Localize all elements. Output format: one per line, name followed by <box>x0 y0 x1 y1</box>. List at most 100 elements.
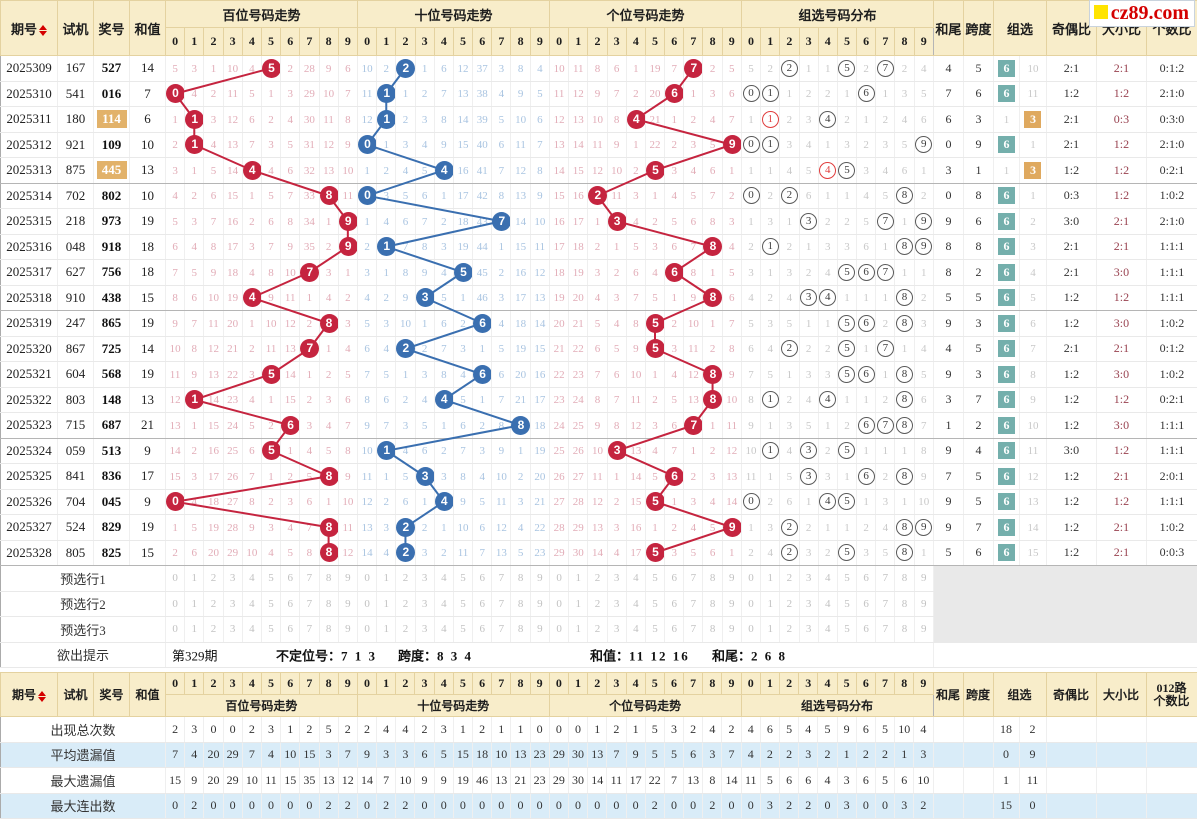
preselect-digit[interactable]: 5 <box>453 617 472 643</box>
preselect-digit[interactable]: 8 <box>703 591 722 617</box>
preselect-digit[interactable]: 9 <box>914 591 933 617</box>
preselect-digit[interactable]: 9 <box>530 591 549 617</box>
preselect-digit[interactable]: 9 <box>914 566 933 592</box>
preselect-digit[interactable]: 4 <box>242 617 261 643</box>
preselect-digit[interactable]: 3 <box>799 591 818 617</box>
preselect-digit[interactable]: 0 <box>741 566 760 592</box>
preselect-digit[interactable]: 5 <box>645 617 664 643</box>
preselect-digit[interactable]: 5 <box>645 591 664 617</box>
preselect-digit[interactable]: 5 <box>453 566 472 592</box>
preselect-digit[interactable]: 6 <box>473 591 492 617</box>
preselect-digit[interactable]: 7 <box>492 617 511 643</box>
preselect-digit[interactable]: 1 <box>377 566 396 592</box>
header-issue[interactable]: 期号 <box>1 673 58 717</box>
preselect-digit[interactable]: 5 <box>261 566 280 592</box>
preselect-digit[interactable]: 3 <box>415 617 434 643</box>
preselect-digit[interactable]: 6 <box>665 566 684 592</box>
preselect-digit[interactable]: 9 <box>722 566 741 592</box>
preselect-digit[interactable]: 3 <box>223 617 242 643</box>
preselect-digit[interactable]: 8 <box>319 566 338 592</box>
preselect-digit[interactable]: 5 <box>837 591 856 617</box>
preselect-digit[interactable]: 8 <box>511 591 530 617</box>
preselect-digit[interactable]: 7 <box>684 566 703 592</box>
preselect-digit[interactable]: 2 <box>204 566 223 592</box>
preselect-digit[interactable]: 7 <box>684 591 703 617</box>
preselect-digit[interactable]: 7 <box>684 617 703 643</box>
preselect-digit[interactable]: 4 <box>626 591 645 617</box>
preselect-digit[interactable]: 8 <box>511 617 530 643</box>
preselect-digit[interactable]: 3 <box>415 591 434 617</box>
preselect-digit[interactable]: 6 <box>473 566 492 592</box>
preselect-digit[interactable]: 1 <box>569 591 588 617</box>
preselect-digit[interactable]: 1 <box>761 566 780 592</box>
preselect-digit[interactable]: 7 <box>300 591 319 617</box>
preselect-digit[interactable]: 1 <box>185 591 204 617</box>
header-issue[interactable]: 期号 <box>1 1 58 56</box>
preselect-digit[interactable]: 0 <box>357 566 376 592</box>
preselect-digit[interactable]: 8 <box>511 566 530 592</box>
preselect-digit[interactable]: 0 <box>741 591 760 617</box>
preselect-digit[interactable]: 5 <box>837 566 856 592</box>
preselect-digit[interactable]: 8 <box>319 591 338 617</box>
preselect-digit[interactable]: 2 <box>780 566 799 592</box>
preselect-digit[interactable]: 9 <box>722 591 741 617</box>
preselect-digit[interactable]: 1 <box>185 566 204 592</box>
preselect-digit[interactable]: 6 <box>473 617 492 643</box>
preselect-digit[interactable]: 0 <box>166 591 185 617</box>
preselect-digit[interactable]: 1 <box>761 591 780 617</box>
preselect-digit[interactable]: 9 <box>338 566 357 592</box>
preselect-digit[interactable]: 6 <box>281 566 300 592</box>
preselect-digit[interactable]: 4 <box>818 591 837 617</box>
preselect-digit[interactable]: 6 <box>281 617 300 643</box>
preselect-digit[interactable]: 6 <box>857 617 876 643</box>
preselect-digit[interactable]: 4 <box>818 617 837 643</box>
preselect-digit[interactable]: 1 <box>569 566 588 592</box>
preselect-digit[interactable]: 8 <box>895 566 914 592</box>
preselect-digit[interactable]: 7 <box>492 566 511 592</box>
preselect-digit[interactable]: 0 <box>549 617 568 643</box>
preselect-digit[interactable]: 8 <box>895 617 914 643</box>
preselect-digit[interactable]: 2 <box>780 617 799 643</box>
preselect-digit[interactable]: 2 <box>588 566 607 592</box>
preselect-digit[interactable]: 8 <box>703 617 722 643</box>
preselect-digit[interactable]: 7 <box>300 617 319 643</box>
preselect-digit[interactable]: 0 <box>549 591 568 617</box>
preselect-digit[interactable]: 2 <box>588 591 607 617</box>
preselect-digit[interactable]: 9 <box>338 591 357 617</box>
preselect-digit[interactable]: 5 <box>645 566 664 592</box>
preselect-digit[interactable]: 9 <box>914 617 933 643</box>
preselect-digit[interactable]: 4 <box>434 617 453 643</box>
preselect-digit[interactable]: 5 <box>261 617 280 643</box>
preselect-digit[interactable]: 0 <box>357 591 376 617</box>
preselect-digit[interactable]: 7 <box>492 591 511 617</box>
preselect-digit[interactable]: 9 <box>338 617 357 643</box>
site-logo[interactable]: cz89.com <box>1089 0 1195 27</box>
preselect-digit[interactable]: 6 <box>857 591 876 617</box>
preselect-digit[interactable]: 2 <box>588 617 607 643</box>
preselect-digit[interactable]: 6 <box>665 591 684 617</box>
preselect-digit[interactable]: 7 <box>876 591 895 617</box>
preselect-digit[interactable]: 1 <box>377 591 396 617</box>
preselect-digit[interactable]: 4 <box>626 566 645 592</box>
preselect-digit[interactable]: 4 <box>434 566 453 592</box>
preselect-digit[interactable]: 7 <box>300 566 319 592</box>
sort-arrows-icon[interactable] <box>38 691 46 702</box>
preselect-digit[interactable]: 1 <box>377 617 396 643</box>
preselect-digit[interactable]: 4 <box>818 566 837 592</box>
preselect-digit[interactable]: 4 <box>242 591 261 617</box>
preselect-digit[interactable]: 0 <box>166 566 185 592</box>
sort-arrows-icon[interactable] <box>39 25 47 36</box>
preselect-digit[interactable]: 8 <box>703 566 722 592</box>
preselect-digit[interactable]: 5 <box>453 591 472 617</box>
preselect-digit[interactable]: 7 <box>876 617 895 643</box>
preselect-digit[interactable]: 3 <box>415 566 434 592</box>
preselect-digit[interactable]: 0 <box>357 617 376 643</box>
preselect-digit[interactable]: 2 <box>204 591 223 617</box>
preselect-digit[interactable]: 0 <box>549 566 568 592</box>
preselect-digit[interactable]: 9 <box>530 617 549 643</box>
preselect-digit[interactable]: 4 <box>242 566 261 592</box>
preselect-digit[interactable]: 6 <box>857 566 876 592</box>
preselect-digit[interactable]: 9 <box>530 566 549 592</box>
preselect-digit[interactable]: 6 <box>665 617 684 643</box>
preselect-digit[interactable]: 9 <box>722 617 741 643</box>
